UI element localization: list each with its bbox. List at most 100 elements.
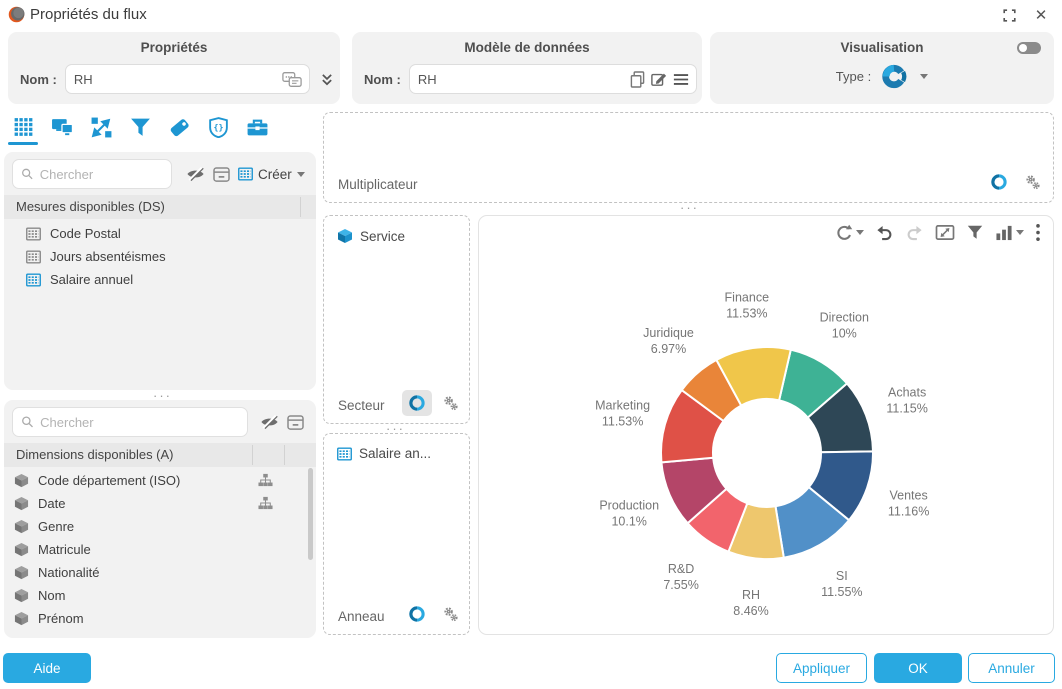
model-name-input[interactable] xyxy=(409,71,630,87)
expand-chevrons-icon[interactable] xyxy=(314,67,340,91)
create-measure-label: Créer xyxy=(258,166,292,182)
flow-name-input[interactable] xyxy=(65,71,282,87)
dimensions-panel: Dimensions disponibles (A) Code départem… xyxy=(4,400,316,638)
search-icon xyxy=(22,416,33,428)
sector-zone-label: Secteur xyxy=(338,398,385,413)
abacus-icon xyxy=(26,249,41,264)
eye-off-icon[interactable] xyxy=(182,162,208,186)
sidebar-tab-interactions[interactable] xyxy=(88,112,114,142)
gears-icon[interactable] xyxy=(442,395,459,412)
panel-splitter-handle[interactable]: ··· xyxy=(153,388,172,403)
donut-slice-Finance[interactable] xyxy=(715,346,792,407)
create-dropdown-caret-icon xyxy=(296,171,305,177)
sidebar-tab-toolbox[interactable] xyxy=(244,112,270,142)
measure-label: Jours absentéismes xyxy=(50,249,166,264)
cube-icon xyxy=(14,565,29,580)
ok-button[interactable]: OK xyxy=(874,653,962,683)
measure-item[interactable]: Jours absentéismes xyxy=(4,245,316,268)
copy-icon[interactable] xyxy=(630,70,645,88)
scrollbar-thumb[interactable] xyxy=(308,468,313,560)
sidebar-tab-screens[interactable] xyxy=(49,112,75,142)
dimension-item[interactable]: Matricule xyxy=(4,538,316,561)
measure-item[interactable]: Salaire annuel xyxy=(4,268,316,291)
sector-dimension-chip[interactable]: Service xyxy=(337,228,405,244)
redo-icon[interactable] xyxy=(905,223,924,242)
chart-toolbar xyxy=(834,223,1041,242)
kebab-menu-icon[interactable] xyxy=(1035,223,1041,242)
dimension-label: Prénom xyxy=(38,611,84,626)
dimension-item[interactable]: Prénom xyxy=(4,607,316,630)
interactions-icon xyxy=(90,117,113,138)
zone-splitter-handle[interactable]: ··· xyxy=(386,421,405,436)
data-model-panel: Modèle de données Nom : xyxy=(352,32,702,104)
dimension-label: Nom xyxy=(38,588,66,603)
cube-icon xyxy=(14,611,29,626)
slice-label: Production 10.1% xyxy=(599,498,659,528)
zone-splitter-handle[interactable]: ··· xyxy=(680,200,699,215)
ring-icon[interactable] xyxy=(402,390,432,416)
refresh-icon[interactable] xyxy=(834,223,864,242)
card-icon[interactable] xyxy=(282,410,308,434)
apply-button[interactable]: Appliquer xyxy=(776,653,867,683)
card-icon[interactable] xyxy=(208,162,234,186)
chart-preview-panel: Direction 10% Achats 11.15% Ventes 11.16% SI 11… xyxy=(478,215,1054,635)
resize-icon[interactable] xyxy=(935,224,955,241)
dimension-item[interactable]: Code département (ISO) xyxy=(4,469,316,492)
donut-chart[interactable]: Direction 10% Achats 11.15% Ventes 11.16% SI 11… xyxy=(479,216,1053,634)
measure-item[interactable]: Code Postal xyxy=(4,222,316,245)
dimension-item[interactable]: Genre xyxy=(4,515,316,538)
create-measure-button[interactable]: Créer xyxy=(234,167,305,182)
dimension-item[interactable]: Nom xyxy=(4,584,316,607)
hierarchy-icon[interactable] xyxy=(258,496,273,510)
filter-icon[interactable] xyxy=(966,224,984,241)
visualization-toggle[interactable] xyxy=(1017,42,1041,54)
multiplier-drop-zone[interactable]: Multiplicateur xyxy=(323,112,1054,203)
sidebar-tab-css-shield[interactable]: {} xyxy=(205,112,231,142)
translate-icon[interactable] xyxy=(282,71,302,88)
cube-icon xyxy=(14,588,29,603)
chart-type-icon[interactable] xyxy=(995,224,1024,241)
dimensions-list-header: Dimensions disponibles (A) xyxy=(4,443,316,467)
fullscreen-icon[interactable] xyxy=(1000,6,1018,24)
search-icon xyxy=(22,168,33,180)
sidebar-tab-tag[interactable] xyxy=(166,112,192,142)
slice-label: SI 11.55% xyxy=(821,569,862,599)
sector-drop-zone[interactable]: Service Secteur xyxy=(323,215,470,424)
dimension-label: Nationalité xyxy=(38,565,100,580)
dimension-item[interactable]: Nationalité xyxy=(4,561,316,584)
gears-icon[interactable] xyxy=(1024,174,1041,191)
flow-name-label: Nom : xyxy=(20,71,57,87)
slice-label: R&D 7.55% xyxy=(663,562,698,592)
donut-chart-icon[interactable] xyxy=(881,62,911,91)
sidebar-tab-filter[interactable] xyxy=(127,112,153,142)
data-grid-icon xyxy=(12,117,35,138)
measures-search-input[interactable] xyxy=(33,166,171,182)
css-shield-icon: {} xyxy=(207,116,230,138)
undo-icon[interactable] xyxy=(875,223,894,242)
type-dropdown-caret-icon[interactable] xyxy=(920,74,929,79)
measures-list-header: Mesures disponibles (DS) xyxy=(4,195,316,219)
gears-icon[interactable] xyxy=(442,606,459,623)
slice-label: Marketing 11.53% xyxy=(595,399,650,429)
help-button[interactable]: Aide xyxy=(3,653,91,683)
abacus-icon xyxy=(238,167,253,181)
sidebar-tab-data-grid[interactable] xyxy=(8,112,38,145)
ring-drop-zone[interactable]: Salaire an... Anneau xyxy=(323,433,470,635)
dimension-label: Matricule xyxy=(38,542,91,557)
toolbox-icon xyxy=(246,117,269,138)
ring-icon[interactable] xyxy=(984,169,1014,195)
close-icon[interactable]: ✕ xyxy=(1034,7,1048,24)
dimension-item[interactable]: Date xyxy=(4,492,316,515)
sidebar-tabs: {} xyxy=(0,110,318,150)
sector-dimension-label: Service xyxy=(360,228,406,244)
hierarchy-icon[interactable] xyxy=(258,473,273,487)
eye-off-icon[interactable] xyxy=(256,410,282,434)
ring-measure-chip[interactable]: Salaire an... xyxy=(337,446,431,461)
properties-panel-title: Propriétés xyxy=(140,40,208,55)
edit-icon[interactable] xyxy=(651,71,667,87)
cancel-button[interactable]: Annuler xyxy=(968,653,1055,683)
ring-icon[interactable] xyxy=(402,601,432,627)
dimensions-search-input[interactable] xyxy=(34,414,247,430)
menu-icon[interactable] xyxy=(673,72,689,87)
type-label: Type : xyxy=(835,69,872,84)
